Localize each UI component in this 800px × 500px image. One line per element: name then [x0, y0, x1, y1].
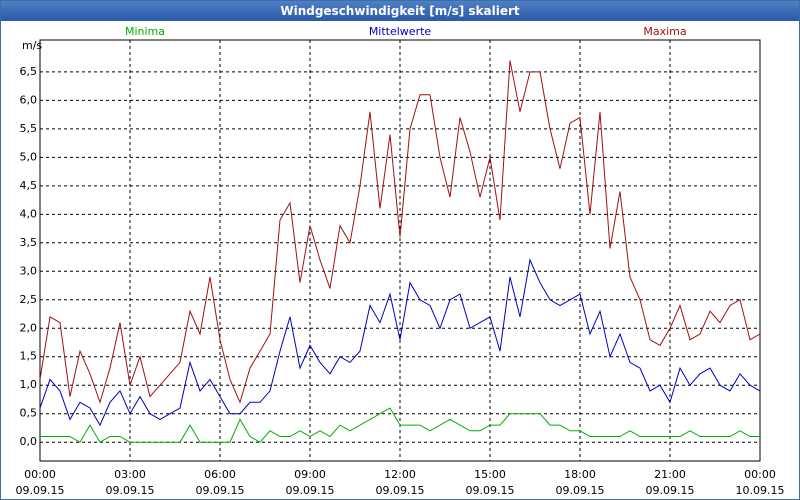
x-tick-label: 15:00: [474, 468, 506, 481]
x-tick-label: 03:00: [114, 468, 146, 481]
x-tick-label: 12:00: [384, 468, 416, 481]
y-tick-label: 6,5: [20, 65, 38, 78]
y-tick-label: 6,0: [20, 93, 38, 106]
y-tick-label: 1,5: [20, 350, 38, 363]
x-tick-date: 09.09.15: [286, 484, 335, 497]
series-line: [39, 60, 761, 404]
y-tick-label: 0,5: [20, 407, 38, 420]
x-tick-label: 18:00: [564, 468, 596, 481]
x-tick-date: 09.09.15: [196, 484, 245, 497]
y-tick-label: 2,5: [20, 293, 38, 306]
x-tick-label: 00:00: [24, 468, 56, 481]
x-tick-label: 06:00: [204, 468, 236, 481]
x-tick-label: 21:00: [654, 468, 686, 481]
x-tick-label: 00:00: [744, 468, 776, 481]
x-tick-date: 09.09.15: [106, 484, 155, 497]
x-tick-date: 09.09.15: [556, 484, 605, 497]
y-tick-label: 5,5: [20, 122, 38, 135]
x-tick-date: 09.09.15: [16, 484, 65, 497]
x-tick-date: 10.09.15: [736, 484, 785, 497]
y-tick-label: 3,5: [20, 236, 38, 249]
series-line: [39, 258, 761, 427]
y-tick-label: 0,0: [20, 435, 38, 448]
x-tick-date: 09.09.15: [466, 484, 515, 497]
y-tick-label: 5,0: [20, 150, 38, 163]
y-tick-label: 2,0: [20, 321, 38, 334]
x-tick-label: 09:00: [294, 468, 326, 481]
y-tick-label: 4,5: [20, 179, 38, 192]
y-tick-label: 4,0: [20, 207, 38, 220]
legend-label: Maxima: [643, 25, 686, 38]
y-unit: m/s: [22, 39, 42, 52]
x-tick-date: 09.09.15: [646, 484, 695, 497]
series-line: [40, 407, 760, 443]
y-tick-label: 3,0: [20, 264, 38, 277]
title-bar: Windgeschwindigkeit [m/s] skaliert: [1, 1, 799, 21]
legend-label: Mittelwerte: [369, 25, 432, 38]
x-tick-date: 09.09.15: [376, 484, 425, 497]
legend-label: Minima: [125, 25, 165, 38]
y-tick-label: 1,0: [20, 378, 38, 391]
